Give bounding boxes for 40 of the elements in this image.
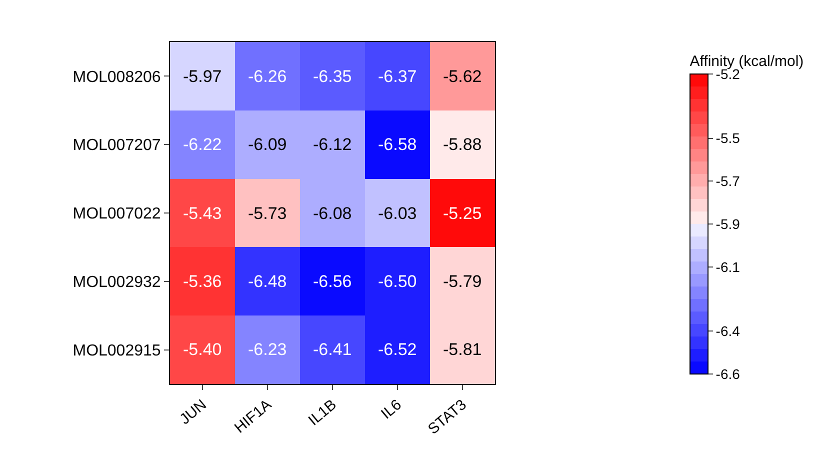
- data-label: -6.56: [313, 272, 352, 291]
- data-label: -5.62: [443, 67, 482, 86]
- y-tick-label: MOL007207: [72, 137, 161, 154]
- x-tick-label: IL1B: [305, 396, 340, 430]
- data-label: -5.36: [183, 272, 222, 291]
- x-tick-label: JUN: [176, 396, 210, 428]
- data-label: -5.97: [183, 67, 222, 86]
- y-tick-label: MOL008206: [72, 68, 161, 86]
- data-label: -6.23: [248, 340, 287, 359]
- data-label: -5.73: [248, 204, 287, 223]
- data-label: -6.26: [248, 67, 287, 86]
- data-label: -6.09: [248, 135, 287, 154]
- data-label: -5.40: [183, 340, 222, 359]
- data-label: -6.22: [183, 135, 222, 154]
- data-label: -6.35: [313, 67, 352, 86]
- color-bar-label: -6.4: [716, 323, 740, 340]
- color-bar-label: -5.9: [716, 216, 740, 232]
- data-label: -5.25: [443, 204, 482, 223]
- y-tick-label: MOL002915: [72, 342, 161, 360]
- data-label: -6.12: [313, 135, 352, 154]
- data-label: -5.43: [183, 204, 222, 223]
- data-label: -6.03: [378, 204, 417, 223]
- y-tick-label: MOL002932: [72, 274, 161, 291]
- data-label: -6.52: [378, 340, 417, 359]
- y-tick-label: MOL007022: [72, 206, 161, 223]
- data-label: -6.50: [378, 272, 417, 291]
- data-label: -5.81: [443, 340, 482, 359]
- data-label: -5.79: [443, 272, 482, 291]
- data-label: -6.37: [378, 67, 417, 86]
- data-label: -6.08: [313, 204, 352, 223]
- color-bar-label: -5.5: [716, 130, 740, 146]
- color-bar-label: -6.6: [716, 366, 740, 382]
- color-bar-label: -5.7: [716, 173, 740, 190]
- color-bar-title: Affinity (kcal/mol): [690, 52, 804, 70]
- data-label: -6.58: [378, 135, 417, 154]
- data-label: -6.41: [313, 340, 352, 359]
- x-tick-label: IL6: [378, 396, 405, 423]
- data-label: -5.88: [443, 135, 482, 154]
- data-label: -6.48: [248, 272, 287, 291]
- color-bar-label: -6.1: [716, 258, 740, 275]
